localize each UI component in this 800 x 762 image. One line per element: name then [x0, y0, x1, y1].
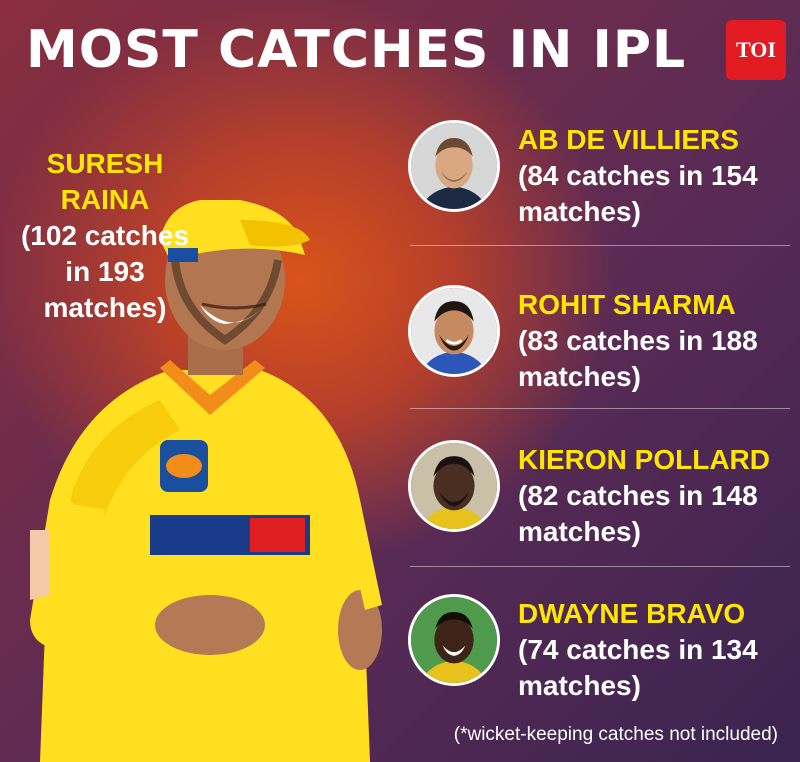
player-text: AB DE VILLIERS (84 catches in 154 matche… [518, 122, 798, 230]
player-name: KIERON POLLARD [518, 444, 770, 475]
hero-name: SURESH RAINA [46, 148, 164, 215]
divider [410, 245, 790, 246]
player-name: AB DE VILLIERS [518, 124, 739, 155]
player-stats: (82 catches in 148 matches) [518, 480, 758, 547]
toi-logo-text: TOI [736, 37, 776, 62]
player-avatar [408, 594, 500, 686]
player-stats: (83 catches in 188 matches) [518, 325, 758, 392]
list-item: ROHIT SHARMA (83 catches in 188 matches) [408, 285, 798, 392]
player-avatar [408, 440, 500, 532]
player-text: DWAYNE BRAVO (74 catches in 134 matches) [518, 596, 798, 704]
player-name: ROHIT SHARMA [518, 289, 736, 320]
suresh-raina-photo [30, 200, 382, 762]
list-item: DWAYNE BRAVO (74 catches in 134 matches) [408, 594, 798, 701]
kieron-pollard-photo [411, 443, 497, 529]
player-stats: (84 catches in 154 matches) [518, 160, 758, 227]
list-item: KIERON POLLARD (82 catches in 148 matche… [408, 440, 798, 547]
dwayne-bravo-photo [411, 597, 497, 683]
player-stats: (74 catches in 134 matches) [518, 634, 758, 701]
divider [410, 408, 790, 409]
hero-stats: (102 catches in 193 matches) [20, 220, 190, 323]
page-title: MOST CATCHES IN IPL [26, 20, 687, 80]
rohit-sharma-photo [411, 288, 497, 374]
player-name: DWAYNE BRAVO [518, 598, 746, 629]
player-avatar [408, 120, 500, 212]
player-text: KIERON POLLARD (82 catches in 148 matche… [518, 442, 798, 550]
hero-label: SURESH RAINA (102 catches in 193 matches… [0, 146, 210, 326]
footnote: (*wicket-keeping catches not included) [453, 724, 778, 745]
ab-de-villiers-photo [411, 123, 497, 209]
list-item: AB DE VILLIERS (84 catches in 154 matche… [408, 120, 798, 227]
player-text: ROHIT SHARMA (83 catches in 188 matches) [518, 287, 798, 395]
player-avatar [408, 285, 500, 377]
toi-logo: TOI [726, 20, 786, 80]
divider [410, 566, 790, 567]
